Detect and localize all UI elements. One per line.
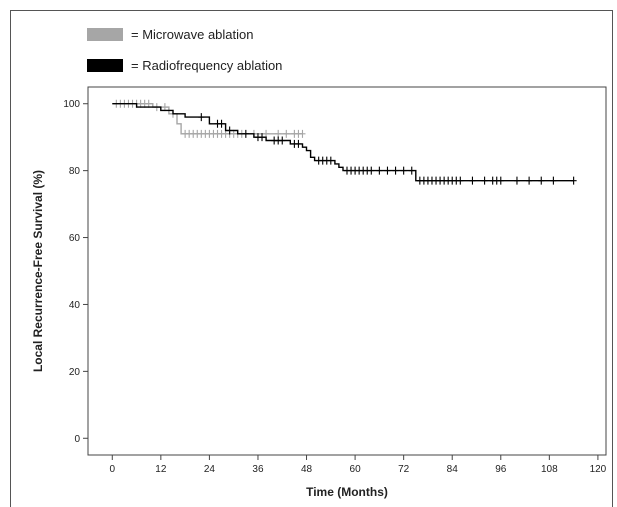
censor-mark-radiofrequency	[218, 119, 225, 128]
censor-mark-radiofrequency	[392, 166, 399, 175]
censor-mark-microwave	[299, 129, 306, 138]
censor-mark-radiofrequency	[368, 166, 375, 175]
series-group	[112, 99, 577, 185]
censor-mark-radiofrequency	[279, 136, 286, 145]
plot-area	[87, 86, 607, 456]
x-tick-label: 24	[204, 464, 216, 475]
x-tick-label: 0	[110, 464, 116, 475]
y-tick-label: 80	[69, 166, 81, 177]
x-tick-label: 108	[541, 464, 558, 475]
censor-mark-radiofrequency	[570, 176, 577, 185]
y-tick-label: 100	[63, 99, 80, 110]
survival-curve-radiofrequency	[112, 102, 574, 182]
survival-curve-microwave	[112, 102, 303, 135]
x-tick-label: 12	[155, 464, 167, 475]
censor-mark-radiofrequency	[526, 176, 533, 185]
censor-mark-radiofrequency	[457, 176, 464, 185]
censor-mark-radiofrequency	[198, 113, 205, 122]
x-tick-label: 60	[350, 464, 362, 475]
y-tick-label: 20	[69, 367, 81, 378]
censor-mark-radiofrequency	[481, 176, 488, 185]
censor-mark-radiofrequency	[400, 166, 407, 175]
censor-mark-radiofrequency	[513, 176, 520, 185]
legend-swatch-microwave	[87, 28, 123, 41]
legend-item-microwave: = Microwave ablation	[87, 27, 253, 42]
censor-mark-microwave	[283, 129, 290, 138]
x-axis-title: Time (Months)	[306, 485, 388, 499]
censor-mark-radiofrequency	[469, 176, 476, 185]
y-axis-title: Local Recurrence-Free Survival (%)	[31, 170, 45, 372]
axis-ticks: 0 12 24 36 48 60 72 84 96 108 120 0 20 40 60 80 100	[63, 99, 606, 475]
figure-frame	[10, 10, 613, 507]
series-radiofrequency	[112, 102, 577, 185]
censor-mark-radiofrequency	[259, 133, 266, 142]
censor-mark-microwave	[275, 129, 282, 138]
y-tick-label: 0	[74, 434, 80, 445]
censor-mark-radiofrequency	[376, 166, 383, 175]
legend-item-radiofrequency: = Radiofrequency ablation	[87, 58, 282, 73]
x-tick-label: 36	[252, 464, 264, 475]
censor-mark-radiofrequency	[550, 176, 557, 185]
censor-mark-radiofrequency	[242, 129, 249, 138]
y-tick-label: 60	[69, 233, 81, 244]
censor-mark-radiofrequency	[295, 139, 302, 148]
legend-label-microwave: = Microwave ablation	[131, 27, 254, 42]
censor-mark-radiofrequency	[538, 176, 545, 185]
x-tick-label: 48	[301, 464, 313, 475]
x-tick-label: 96	[495, 464, 507, 475]
legend-label-radiofrequency: = Radiofrequency ablation	[131, 58, 283, 73]
x-tick-label: 120	[590, 464, 607, 475]
censor-mark-radiofrequency	[408, 166, 415, 175]
x-tick-label: 84	[447, 464, 459, 475]
censor-mark-radiofrequency	[384, 166, 391, 175]
x-tick-label: 72	[398, 464, 410, 475]
censor-mark-radiofrequency	[226, 126, 233, 135]
y-tick-label: 40	[69, 300, 81, 311]
censor-mark-microwave	[145, 99, 152, 108]
legend-swatch-radiofrequency	[87, 59, 123, 72]
censor-mark-radiofrequency	[497, 176, 504, 185]
censor-mark-radiofrequency	[327, 156, 334, 165]
